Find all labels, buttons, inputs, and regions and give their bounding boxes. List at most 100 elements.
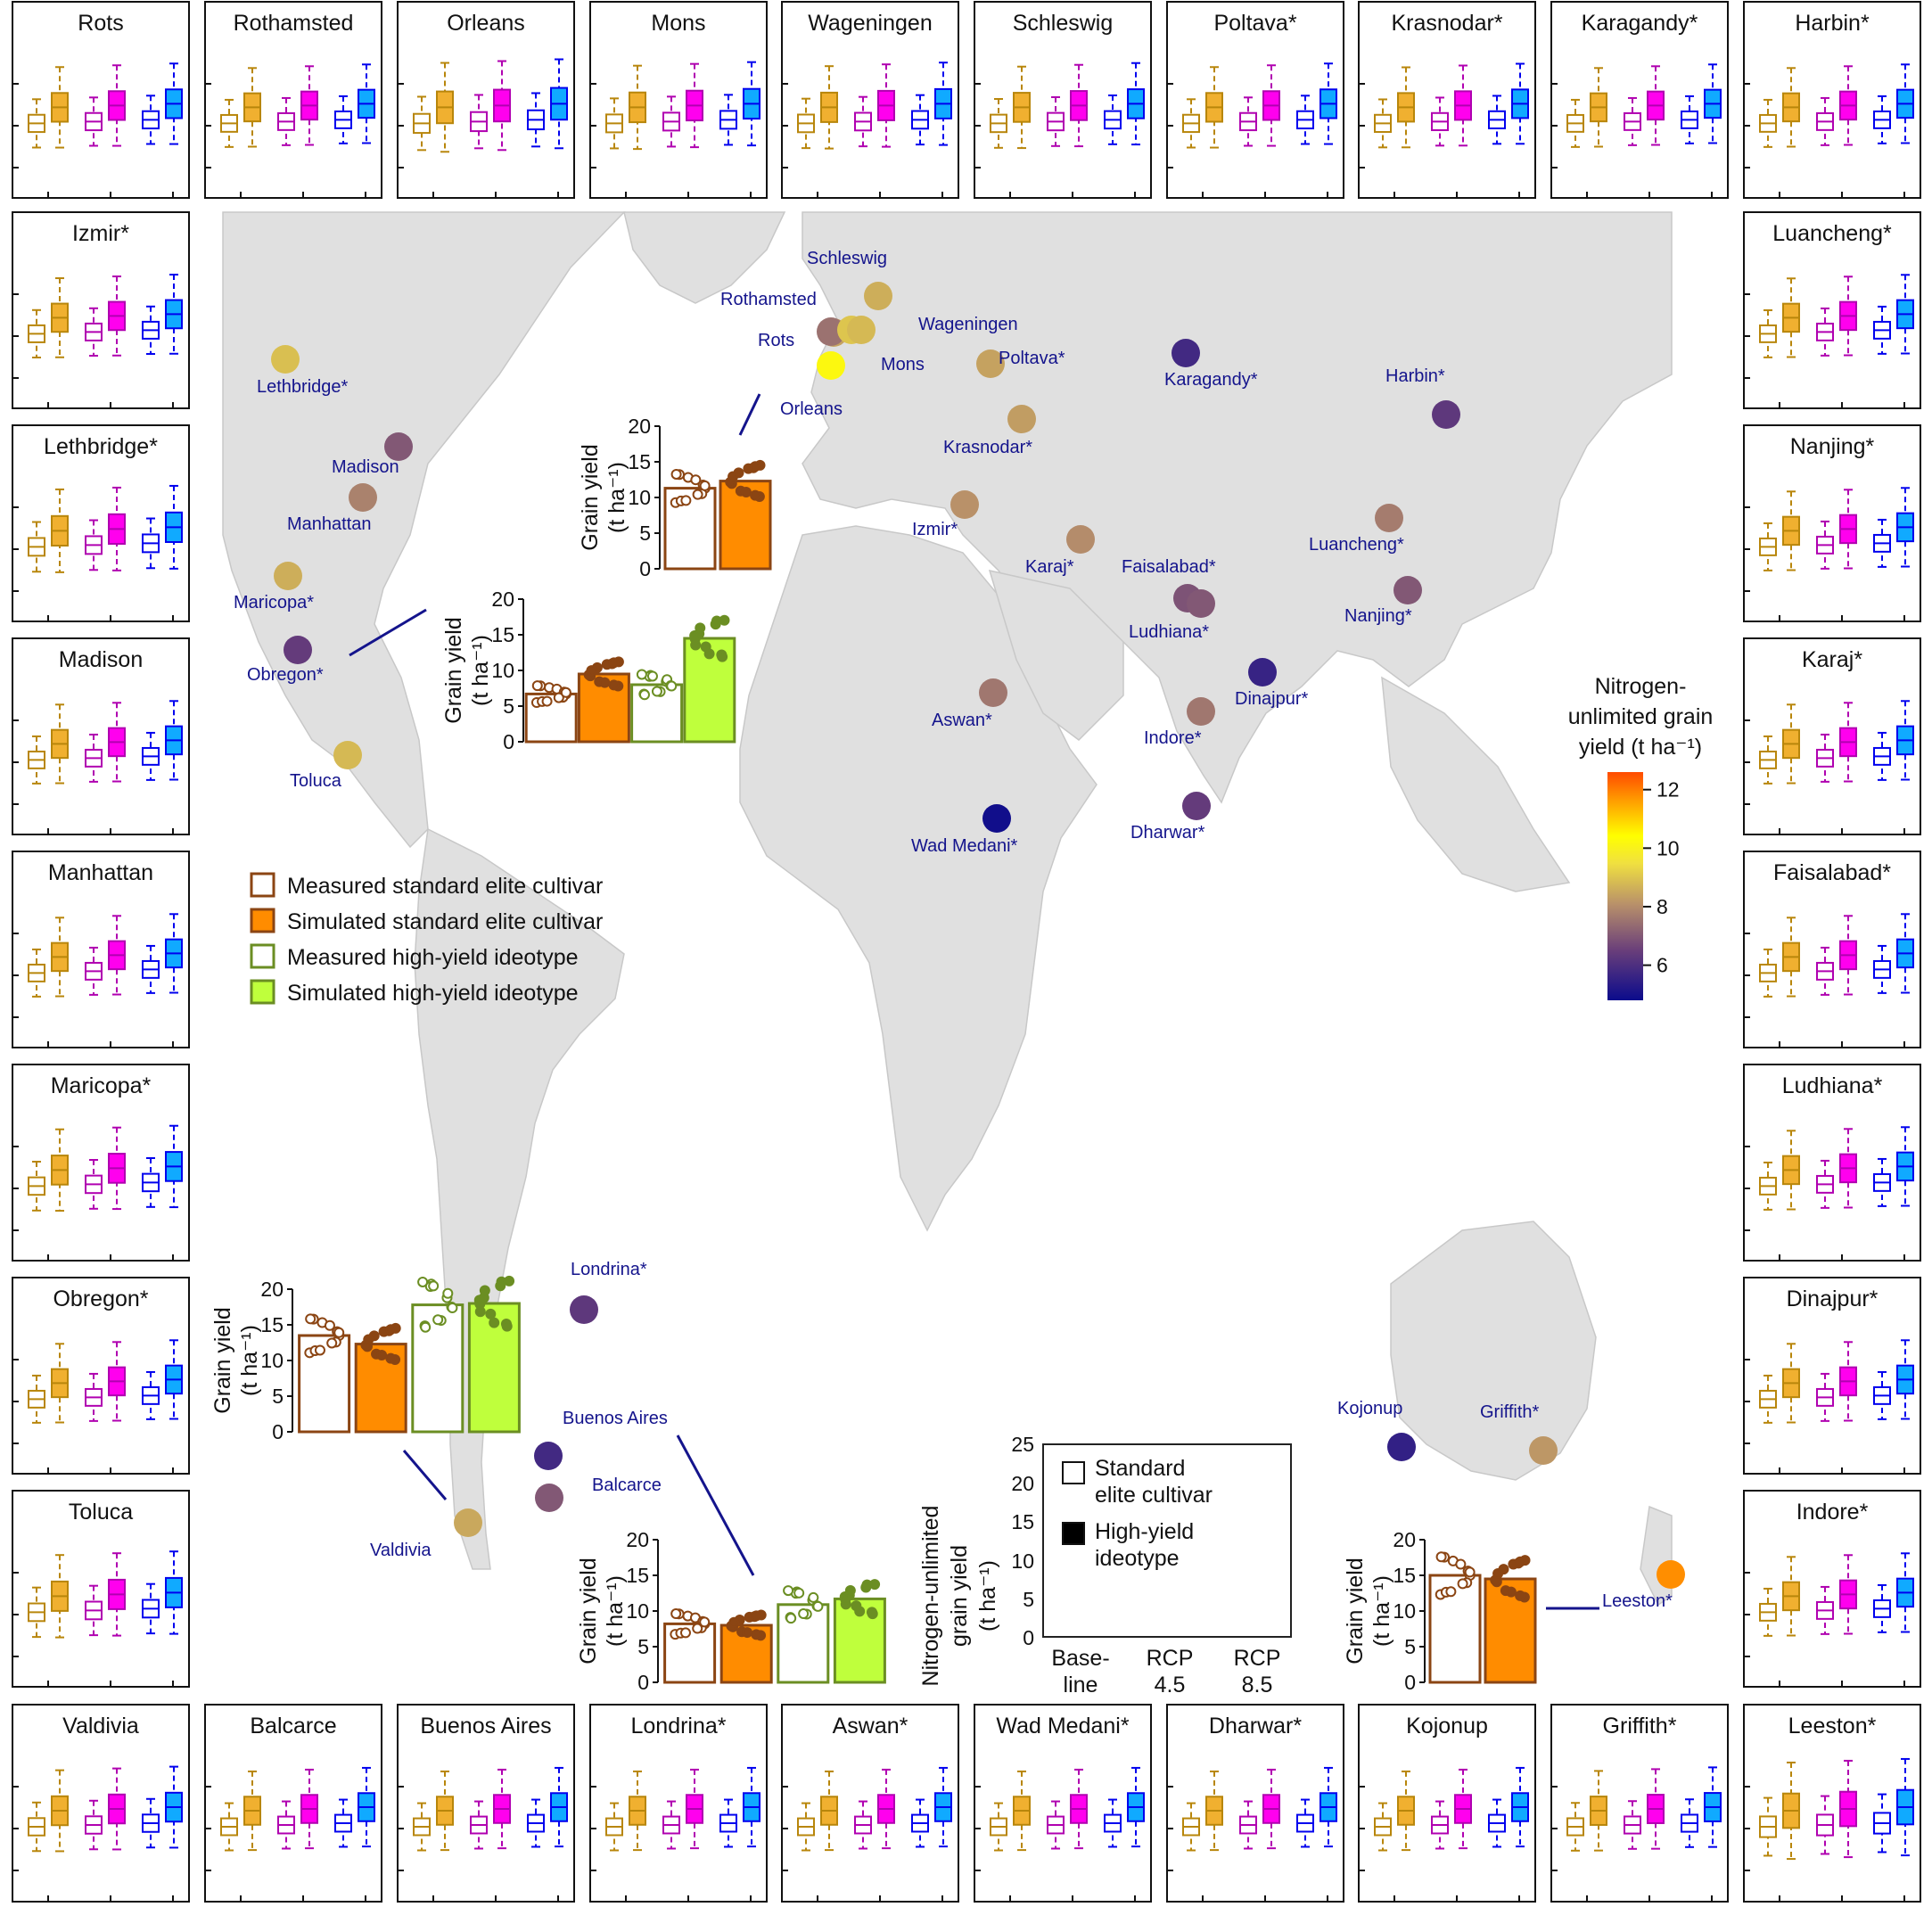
site-marker-toluca bbox=[333, 741, 362, 769]
inset-point bbox=[599, 677, 611, 688]
panel-kojonup: Kojonup bbox=[1358, 1704, 1536, 1903]
site-marker-kojonup bbox=[1387, 1433, 1416, 1461]
panel-wad-medani: Wad Medani* bbox=[974, 1704, 1152, 1903]
panel-frame bbox=[589, 1, 768, 199]
scenario-ytick-5: 5 bbox=[1023, 1588, 1034, 1611]
landmass-australia bbox=[1390, 1221, 1597, 1481]
inset-ytick-label: 0 bbox=[637, 1671, 649, 1694]
site-markers bbox=[271, 282, 1685, 1589]
inset-ytick-label: 5 bbox=[639, 522, 651, 545]
leader-mexico bbox=[349, 608, 427, 657]
inset-point bbox=[485, 1308, 497, 1319]
inset-point bbox=[1492, 1568, 1504, 1580]
label-krasnodar: Krasnodar* bbox=[943, 438, 1032, 457]
panel-title-dinajpur: Dinajpur* bbox=[1787, 1286, 1879, 1311]
scenario-ylabel-1: Nitrogen-unlimited bbox=[918, 1506, 943, 1687]
panel-frame bbox=[781, 1704, 959, 1903]
inset-point bbox=[333, 1327, 345, 1338]
inset-point bbox=[314, 1344, 325, 1356]
label-toluca: Toluca bbox=[290, 771, 342, 791]
site-marker-nanjing bbox=[1394, 576, 1422, 604]
site-marker-harbin bbox=[1432, 400, 1460, 429]
inset-point bbox=[442, 1287, 454, 1299]
inset-point bbox=[692, 1623, 703, 1634]
panel-title-orleans: Orleans bbox=[447, 11, 525, 36]
panel-title-karaj: Karaj* bbox=[1802, 647, 1862, 672]
inset-point bbox=[1457, 1578, 1468, 1590]
site-marker-luancheng bbox=[1375, 504, 1403, 532]
site-marker-indore bbox=[1187, 697, 1215, 726]
inset-point bbox=[1505, 1586, 1517, 1598]
legend-item-2: Measured high-yield ideotype bbox=[250, 943, 579, 970]
legend-label-3: Simulated high-yield ideotype bbox=[287, 981, 579, 1006]
panel-frame bbox=[12, 851, 190, 1048]
panel-frame bbox=[12, 1, 190, 199]
panel-title-luancheng: Luancheng* bbox=[1772, 221, 1892, 246]
colorbar-ticks: 12 10 8 6 bbox=[1643, 778, 1680, 977]
colorbar-title-line-2: unlimited grain bbox=[1568, 704, 1714, 729]
panel-lethbridge: Lethbridge* bbox=[12, 424, 190, 622]
panel-title-wad-medani: Wad Medani* bbox=[996, 1714, 1129, 1738]
panel-title-manhattan: Manhattan bbox=[48, 860, 153, 885]
inset-point bbox=[495, 1280, 506, 1292]
inset-ytick-label: 10 bbox=[260, 1349, 284, 1372]
panel-frame bbox=[1743, 1704, 1921, 1903]
scenario-xtick-rcp45-2: 4.5 bbox=[1155, 1673, 1186, 1697]
inset-mexico: 20 15 10 5 0 Grain yield (t ha⁻¹) bbox=[441, 588, 736, 753]
inset-ytick-label: 0 bbox=[1404, 1671, 1416, 1694]
inset-point bbox=[808, 1591, 819, 1603]
panel-frame bbox=[589, 1704, 768, 1903]
inset-ytick-label: 20 bbox=[260, 1278, 284, 1301]
inset-point bbox=[326, 1337, 338, 1349]
site-marker-wad-medani bbox=[982, 804, 1011, 833]
panel-title-izmir: Izmir* bbox=[72, 221, 129, 246]
label-aswan: Aswan* bbox=[932, 711, 992, 730]
legend-swatch-1 bbox=[250, 908, 275, 933]
inset-ylabel-line-2: (t ha⁻¹) bbox=[237, 1325, 262, 1396]
site-marker-lethbridge bbox=[271, 345, 300, 374]
label-maricopa: Maricopa* bbox=[234, 593, 314, 612]
label-poltava: Poltava* bbox=[999, 349, 1065, 368]
inset-ylabel-line-1: Grain yield bbox=[576, 1558, 601, 1665]
label-obregon: Obregon* bbox=[247, 665, 324, 685]
landmass-greenland bbox=[623, 211, 786, 304]
panel-frame bbox=[1550, 1704, 1729, 1903]
site-marker-dinajpur bbox=[1248, 658, 1277, 686]
panel-title-krasnodar: Krasnodar* bbox=[1391, 11, 1502, 36]
panel-frame bbox=[1358, 1704, 1536, 1903]
inset-point bbox=[608, 657, 620, 669]
label-rothamsted: Rothamsted bbox=[720, 290, 817, 309]
site-marker-orleans bbox=[817, 351, 845, 380]
landmass-south-america bbox=[414, 827, 625, 1570]
panel-dinajpur: Dinajpur* bbox=[1743, 1277, 1921, 1475]
panel-title-ludhiana: Ludhiana* bbox=[1782, 1073, 1883, 1098]
legend-swatch-2 bbox=[250, 943, 275, 969]
panel-frame bbox=[1743, 211, 1921, 409]
panel-frame bbox=[1166, 1704, 1344, 1903]
site-marker-poltava bbox=[976, 349, 1005, 378]
label-indore: Indore* bbox=[1144, 728, 1202, 748]
inset-point bbox=[690, 474, 702, 486]
inset-point bbox=[363, 1334, 374, 1345]
scenario-key-standard-line-2: elite cultivar bbox=[1095, 1483, 1213, 1508]
panel-madison: Madison bbox=[12, 637, 190, 835]
inset-point bbox=[474, 1298, 486, 1310]
label-faisalabad: Faisalabad* bbox=[1122, 557, 1216, 577]
inset-point bbox=[700, 641, 711, 653]
legend-label-0: Measured standard elite cultivar bbox=[287, 874, 603, 899]
inset-ytick-label: 10 bbox=[628, 486, 651, 509]
inset-point bbox=[751, 1610, 762, 1622]
inset-point bbox=[447, 1302, 458, 1313]
panel-rothamsted: Rothamsted bbox=[204, 1, 382, 199]
site-marker-manhattan bbox=[349, 483, 377, 512]
panel-mons: Mons bbox=[589, 1, 768, 199]
colorbar: Nitrogen- unlimited grain yield (t ha⁻¹)… bbox=[1568, 674, 1714, 1000]
inset-point bbox=[636, 669, 647, 680]
legend-label-2: Measured high-yield ideotype bbox=[287, 945, 579, 970]
panel-dharwar: Dharwar* bbox=[1166, 1704, 1344, 1903]
inset-point bbox=[840, 1593, 851, 1605]
scenario-ytick-15: 15 bbox=[1011, 1510, 1034, 1533]
panel-wageningen: Wageningen bbox=[781, 1, 959, 199]
panel-frame bbox=[781, 1, 959, 199]
